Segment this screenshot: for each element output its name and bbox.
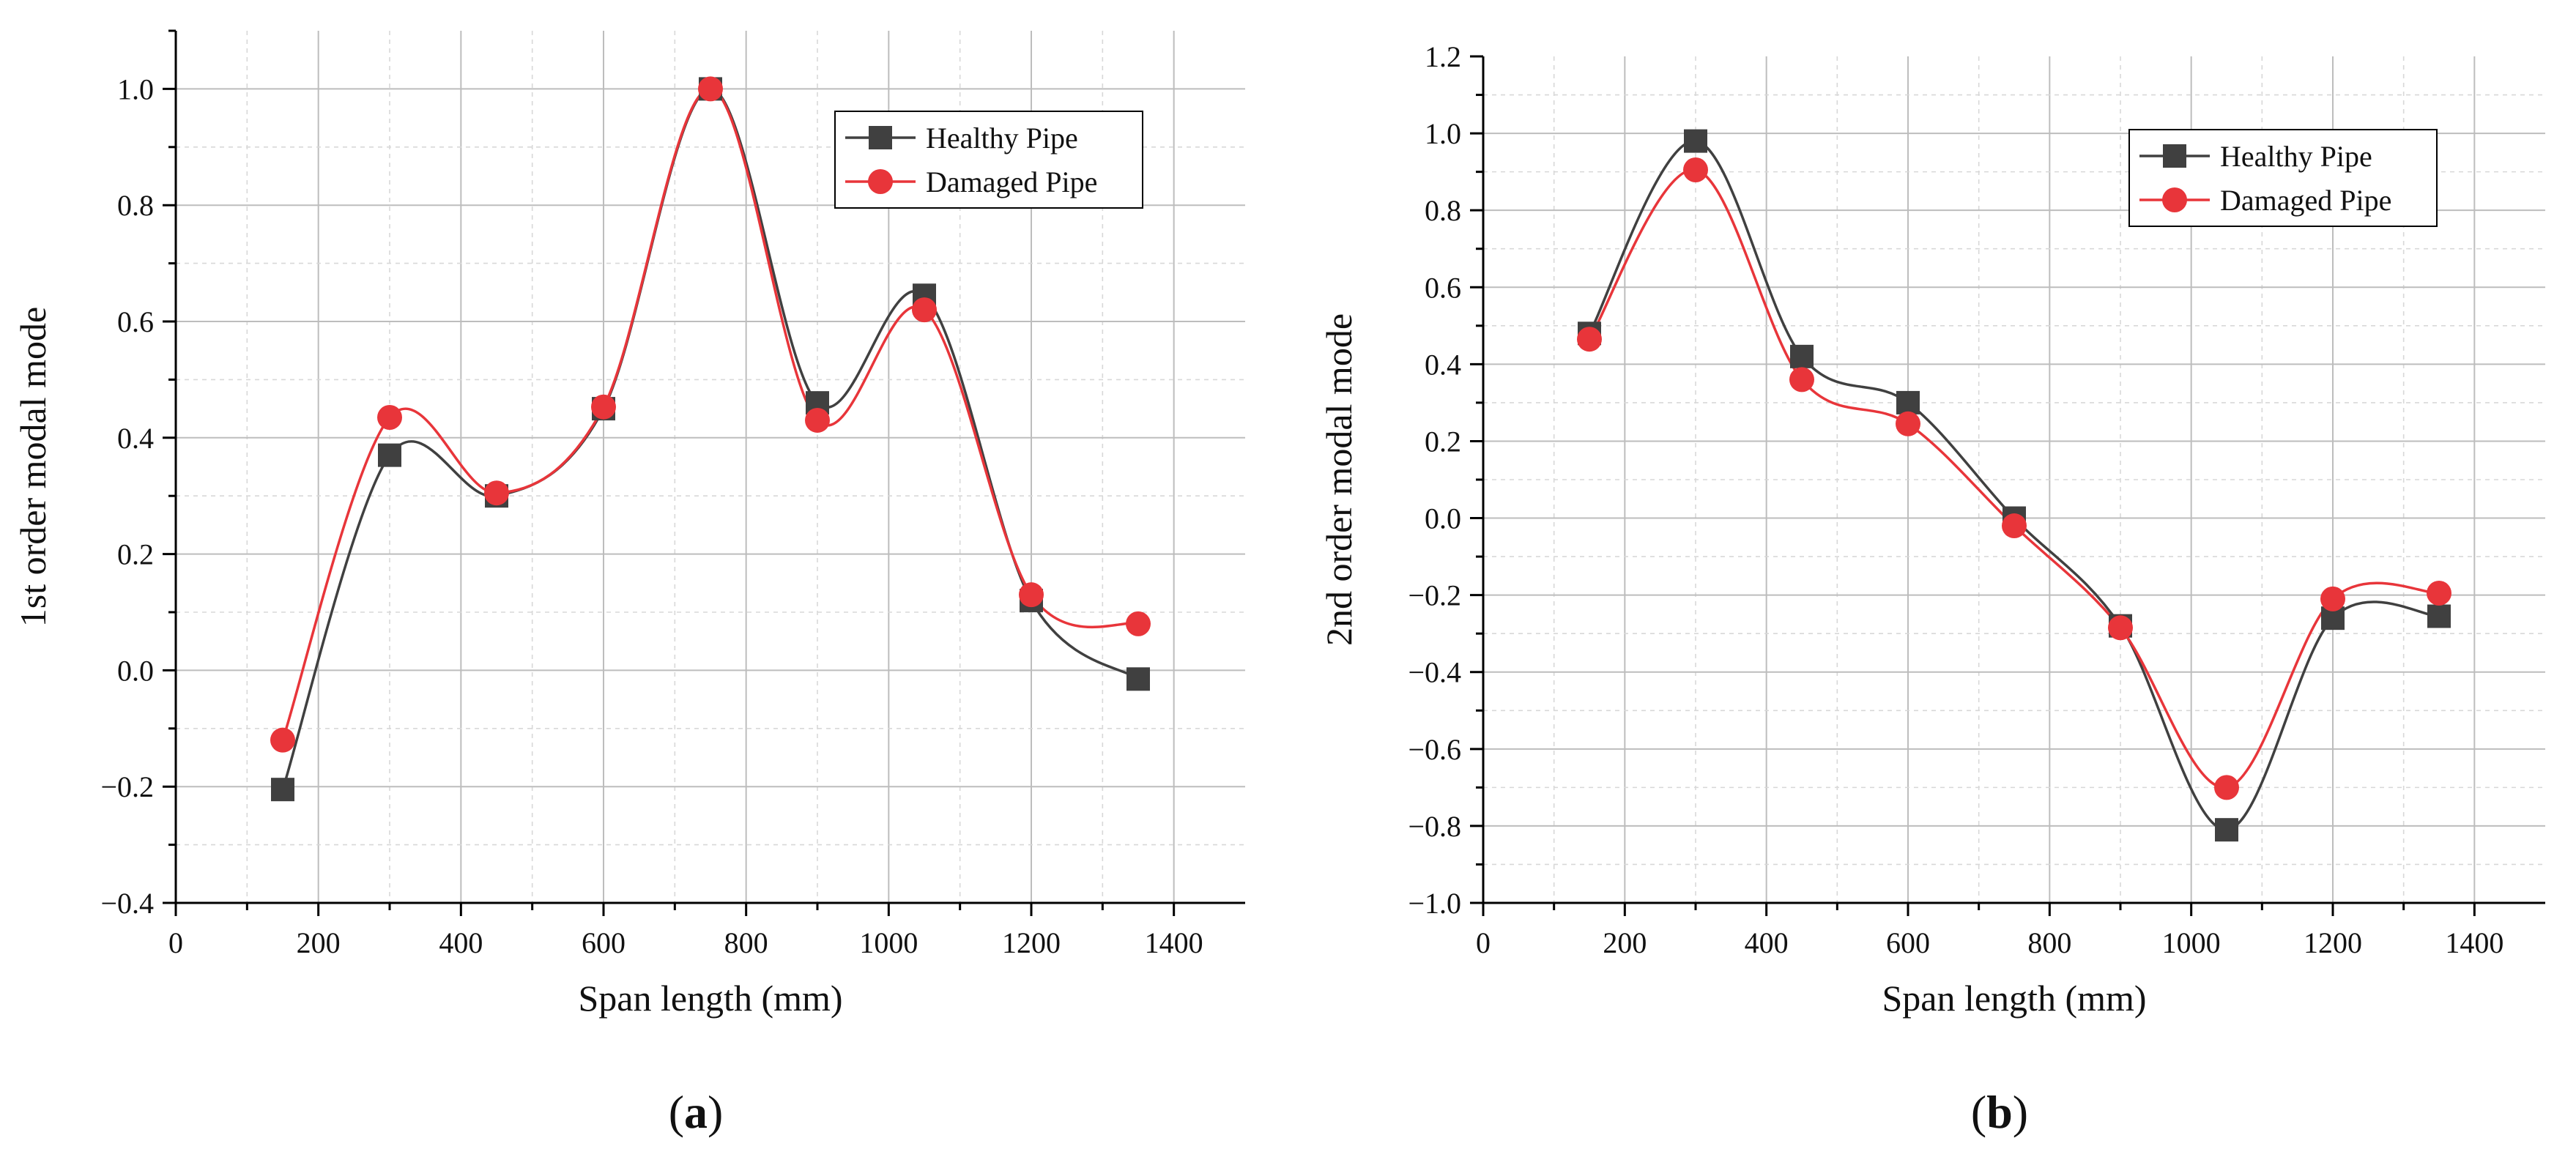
x-tick-label: 0 <box>1476 926 1491 959</box>
panel-label: (b) <box>1971 1086 2028 1138</box>
x-tick-label: 1000 <box>2162 926 2221 959</box>
data-point-damaged <box>2427 581 2451 606</box>
data-point-healthy <box>2215 818 2238 842</box>
legend-marker-damaged <box>868 169 893 194</box>
y-tick-label: 0.0 <box>117 654 154 687</box>
panel-label-letter: a <box>684 1086 708 1138</box>
x-axis-title: Span length (mm) <box>578 978 842 1019</box>
y-tick-label: 0.8 <box>1425 194 1461 227</box>
y-tick-label: −1.0 <box>1408 887 1461 920</box>
x-tick-label: 1400 <box>2445 926 2503 959</box>
y-tick-label: 0.4 <box>117 422 154 455</box>
panel-label: (a) <box>669 1086 724 1138</box>
data-point-damaged <box>2002 513 2027 539</box>
y-tick-label: 0.2 <box>1425 425 1461 458</box>
chart-panel-b: 0 200 400 600 800 1000 1200 1400 −1.0 −0.8 −0.6 −0.… <box>1318 40 2545 1138</box>
legend-marker-healthy <box>869 126 892 149</box>
y-tick-label: 0.6 <box>117 305 154 338</box>
data-point-damaged <box>377 405 402 431</box>
data-point-damaged <box>591 394 616 420</box>
data-point-damaged <box>698 76 723 102</box>
data-point-healthy <box>1790 344 1814 368</box>
data-point-healthy <box>271 778 294 802</box>
y-tick-label: 0.6 <box>1425 271 1461 304</box>
data-point-damaged <box>270 727 295 753</box>
x-axis-title: Span length (mm) <box>1882 978 2146 1019</box>
panel-label-close-paren: ) <box>708 1086 723 1138</box>
panel-label-open-paren: ( <box>669 1086 684 1138</box>
data-point-damaged <box>805 407 830 433</box>
series-line-healthy <box>1588 139 2440 831</box>
data-point-damaged <box>1896 411 1920 436</box>
y-tick-label: −0.6 <box>1408 733 1461 766</box>
data-point-damaged <box>1126 611 1151 636</box>
y-axis-title: 1st order modal mode <box>12 307 53 627</box>
y-tick-label: 1.0 <box>117 72 154 105</box>
y-tick-label: 0.0 <box>1425 502 1461 535</box>
legend-label-healthy: Healthy Pipe <box>2220 140 2372 173</box>
data-point-damaged <box>1019 582 1044 608</box>
x-tick-label: 200 <box>297 926 341 959</box>
x-tick-label: 600 <box>582 926 626 959</box>
data-point-damaged <box>1577 327 1602 352</box>
data-point-damaged <box>1789 367 1814 393</box>
data-point-healthy <box>1896 390 1920 414</box>
panel-label-open-paren: ( <box>1971 1086 1986 1138</box>
data-point-damaged <box>1683 157 1708 183</box>
y-tick-label: 0.8 <box>117 189 154 222</box>
panel-label-letter: b <box>1986 1086 2013 1138</box>
y-tick-label: −0.2 <box>100 770 154 803</box>
y-tick-label: 1.0 <box>1425 117 1461 150</box>
legend-label-damaged: Damaged Pipe <box>2220 184 2391 217</box>
series-line-damaged <box>1588 168 2440 789</box>
data-point-healthy <box>2427 604 2451 628</box>
legend: Healthy Pipe Damaged Pipe <box>2128 129 2438 227</box>
x-tick-label: 1400 <box>1145 926 1203 959</box>
y-tick-label: −0.8 <box>1408 810 1461 843</box>
x-tick-label: 1200 <box>2304 926 2362 959</box>
panel-label-close-paren: ) <box>2013 1086 2028 1138</box>
data-point-damaged <box>912 297 937 323</box>
data-point-damaged <box>2320 586 2345 611</box>
y-tick-label: −0.2 <box>1408 579 1461 612</box>
x-tick-label: 400 <box>439 926 483 959</box>
legend: Healthy Pipe Damaged Pipe <box>834 111 1143 209</box>
y-tick-label: 1.2 <box>1425 40 1461 73</box>
legend-label-damaged: Damaged Pipe <box>926 165 1097 198</box>
x-tick-label: 200 <box>1603 926 1647 959</box>
legend-marker-healthy <box>2163 144 2186 168</box>
gridlines <box>1483 56 2545 903</box>
data-point-healthy <box>1126 667 1150 691</box>
y-tick-label: 0.2 <box>117 538 154 571</box>
data-point-damaged <box>2108 615 2133 641</box>
data-point-damaged <box>2214 775 2239 800</box>
legend-label-healthy: Healthy Pipe <box>926 122 1078 155</box>
y-tick-label: −0.4 <box>1408 656 1461 689</box>
data-point-healthy <box>1684 129 1707 153</box>
x-tick-label: 0 <box>168 926 183 959</box>
legend-marker-damaged <box>2162 187 2187 212</box>
data-point-damaged <box>484 480 509 506</box>
x-tick-label: 400 <box>1745 926 1789 959</box>
chart-panel-a: 0 200 400 600 800 1000 1200 1400 −0.4 −0.2 0.0 0.2 0… <box>12 29 1245 1138</box>
x-tick-label: 1000 <box>859 926 918 959</box>
data-point-healthy <box>378 443 401 467</box>
y-tick-label: 0.4 <box>1425 348 1461 381</box>
x-tick-label: 800 <box>724 926 768 959</box>
y-axis-title: 2nd order modal mode <box>1318 313 1359 646</box>
x-tick-label: 800 <box>2027 926 2071 959</box>
x-tick-label: 600 <box>1886 926 1930 959</box>
x-tick-label: 1200 <box>1002 926 1061 959</box>
y-tick-label: −0.4 <box>100 887 154 920</box>
